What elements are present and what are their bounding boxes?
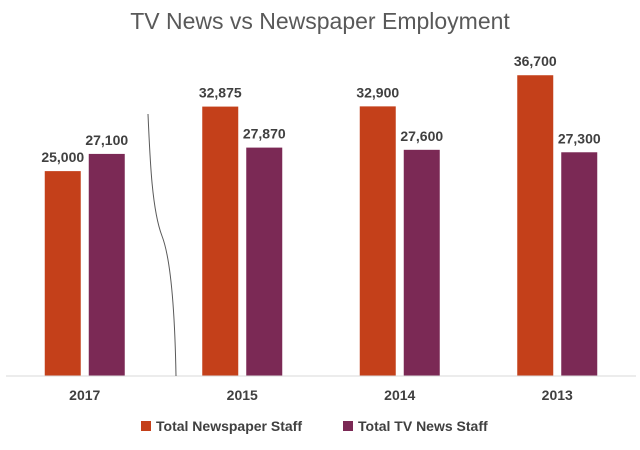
bar-tv-news-2015 (246, 147, 283, 376)
x-tick-label-2013: 2013 (542, 387, 573, 403)
data-label-tv-news-2017: 27,100 (85, 132, 128, 148)
x-tick-labels-group: 2017 2015 2014 2013 (69, 387, 573, 403)
bar-tv-news-2014 (403, 149, 440, 376)
axis-break-mark (147, 113, 177, 377)
data-label-tv-news-2015: 27,870 (243, 126, 286, 142)
x-tick-label-2014: 2014 (384, 387, 415, 403)
chart-title: TV News vs Newspaper Employment (130, 8, 510, 34)
bars-group (44, 75, 598, 377)
bar-tv-news-2013 (561, 152, 598, 376)
data-label-tv-news-2013: 27,300 (558, 130, 601, 146)
legend-label-newspaper: Total Newspaper Staff (156, 418, 302, 434)
x-tick-label-2017: 2017 (69, 387, 100, 403)
legend: Total Newspaper Staff Total TV News Staff (141, 418, 488, 434)
data-label-newspaper-2013: 36,700 (514, 53, 557, 69)
data-label-newspaper-2017: 25,000 (41, 149, 84, 165)
bar-newspaper-2014 (359, 106, 396, 376)
legend-swatch-tv-news (343, 421, 353, 431)
legend-swatch-newspaper (141, 421, 151, 431)
bar-newspaper-2013 (517, 75, 554, 377)
data-label-newspaper-2015: 32,875 (199, 85, 242, 101)
data-label-newspaper-2014: 32,900 (356, 84, 399, 100)
bar-tv-news-2017 (88, 153, 125, 376)
data-label-tv-news-2014: 27,600 (400, 128, 443, 144)
bar-newspaper-2015 (202, 106, 239, 377)
legend-label-tv-news: Total TV News Staff (358, 418, 488, 434)
bar-newspaper-2017 (44, 171, 81, 376)
x-tick-label-2015: 2015 (227, 387, 258, 403)
